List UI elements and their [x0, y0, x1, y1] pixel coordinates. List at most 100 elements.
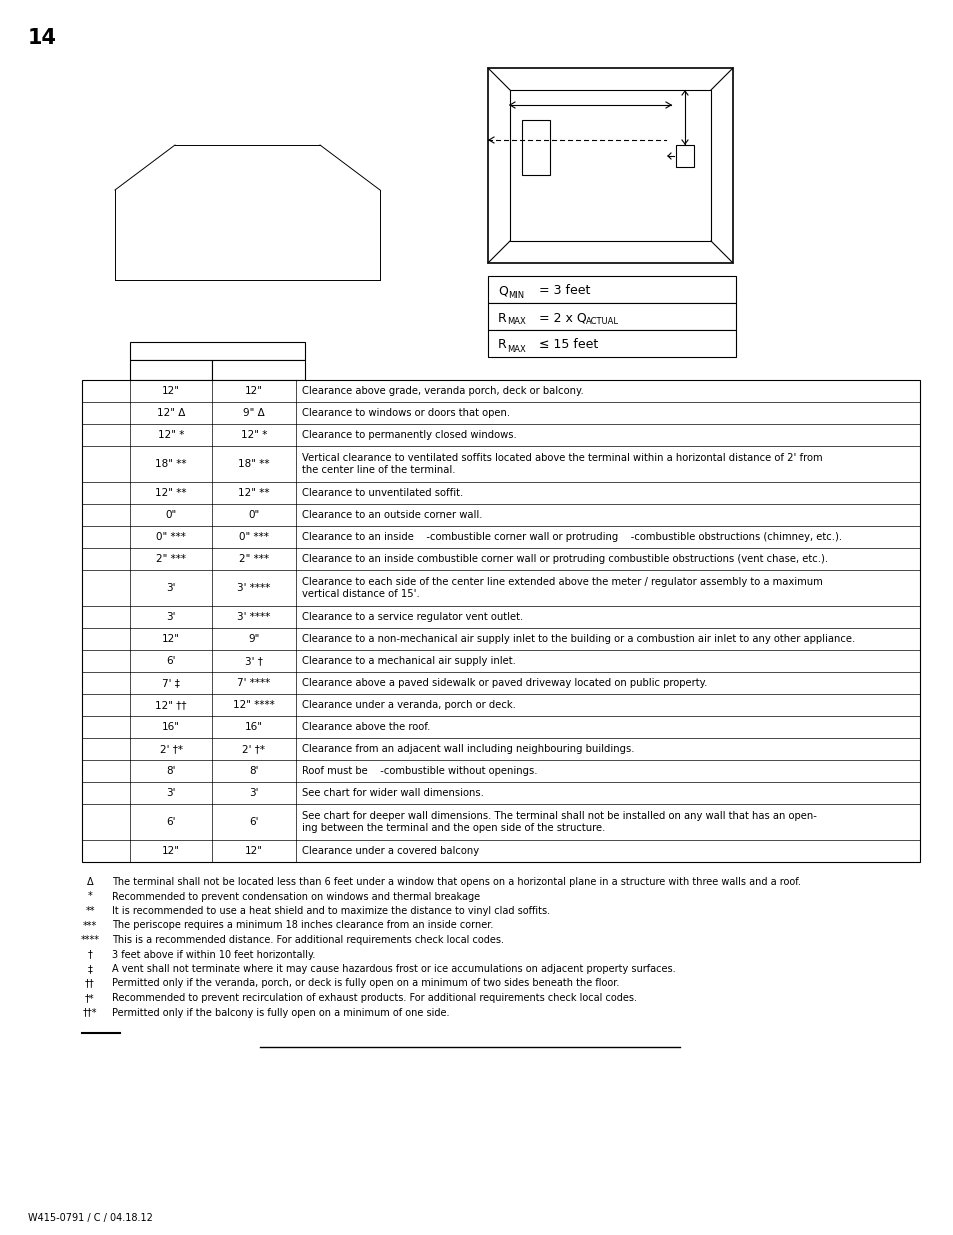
Text: Roof must be    -combustible without openings.: Roof must be -combustible without openin…	[302, 766, 537, 776]
Text: 6': 6'	[166, 818, 175, 827]
Text: 2' †*: 2' †*	[159, 743, 182, 755]
Text: Recommended to prevent recirculation of exhaust products. For additional require: Recommended to prevent recirculation of …	[112, 993, 637, 1003]
Text: 12": 12"	[162, 846, 180, 856]
Text: 16": 16"	[245, 722, 263, 732]
Text: See chart for wider wall dimensions.: See chart for wider wall dimensions.	[302, 788, 483, 798]
Text: Clearance above a paved sidewalk or paved driveway located on public property.: Clearance above a paved sidewalk or pave…	[302, 678, 706, 688]
Text: The periscope requires a minimum 18 inches clearance from an inside corner.: The periscope requires a minimum 18 inch…	[112, 920, 493, 930]
Text: 8': 8'	[166, 766, 175, 776]
Text: Clearance from an adjacent wall including neighbouring buildings.: Clearance from an adjacent wall includin…	[302, 743, 634, 755]
Text: This is a recommended distance. For additional requirements check local codes.: This is a recommended distance. For addi…	[112, 935, 503, 945]
Text: 3' ****: 3' ****	[237, 583, 271, 593]
Bar	[488, 68, 732, 263]
Text: R: R	[497, 311, 506, 325]
Text: Clearance to an inside combustible corner wall or protruding combustible obstruc: Clearance to an inside combustible corne…	[302, 555, 827, 564]
Text: Permitted only if the veranda, porch, or deck is fully open on a minimum of two : Permitted only if the veranda, porch, or…	[112, 978, 618, 988]
Text: ≤ 15 feet: ≤ 15 feet	[531, 338, 598, 352]
Text: Clearance to an inside    -combustible corner wall or protruding    -combustible: Clearance to an inside -combustible corn…	[302, 532, 841, 542]
Text: 6': 6'	[249, 818, 258, 827]
Text: 3': 3'	[166, 613, 175, 622]
Text: 12": 12"	[162, 634, 180, 643]
Text: 16": 16"	[162, 722, 180, 732]
Text: Clearance above grade, veranda porch, deck or balcony.: Clearance above grade, veranda porch, de…	[302, 387, 583, 396]
Text: †*: †*	[85, 993, 94, 1003]
Text: 7' ‡: 7' ‡	[162, 678, 180, 688]
Bar	[488, 275, 735, 303]
Bar	[510, 90, 710, 241]
Text: Q: Q	[497, 284, 507, 298]
Text: ing between the terminal and the open side of the structure.: ing between the terminal and the open si…	[302, 824, 605, 834]
Bar	[82, 380, 919, 862]
Text: 12" **: 12" **	[238, 488, 270, 498]
Text: W415-0791 / C / 04.18.12: W415-0791 / C / 04.18.12	[28, 1213, 152, 1223]
Text: = 3 feet: = 3 feet	[531, 284, 590, 298]
Text: 12" ****: 12" ****	[233, 700, 274, 710]
Bar	[521, 120, 550, 175]
Text: R: R	[497, 338, 506, 352]
Text: MIN: MIN	[507, 290, 523, 300]
Text: 18" **: 18" **	[155, 459, 187, 469]
Text: A vent shall not terminate where it may cause hazardous frost or ice accumulatio: A vent shall not terminate where it may …	[112, 965, 675, 974]
Text: 14: 14	[28, 28, 57, 48]
Bar	[130, 359, 212, 380]
Text: 18" **: 18" **	[238, 459, 270, 469]
Text: 3': 3'	[249, 788, 258, 798]
Text: ‡: ‡	[88, 965, 92, 974]
Text: MAX: MAX	[506, 317, 525, 326]
Bar	[212, 359, 305, 380]
Text: 6': 6'	[166, 656, 175, 666]
Text: See chart for deeper wall dimensions. The terminal shall not be installed on any: See chart for deeper wall dimensions. Th…	[302, 810, 816, 820]
Text: 3' †: 3' †	[245, 656, 263, 666]
Text: **: **	[85, 906, 94, 916]
Text: †: †	[88, 950, 92, 960]
Text: 0" ***: 0" ***	[239, 532, 269, 542]
Text: 3 feet above if within 10 feet horizontally.: 3 feet above if within 10 feet horizonta…	[112, 950, 315, 960]
Text: MAX: MAX	[506, 345, 525, 353]
Text: 0": 0"	[248, 510, 259, 520]
Bar	[676, 144, 693, 167]
Text: Clearance to a non-mechanical air supply inlet to the building or a combustion a: Clearance to a non-mechanical air supply…	[302, 634, 854, 643]
Text: ††: ††	[85, 978, 94, 988]
Text: 12" *: 12" *	[157, 430, 184, 440]
Text: 3': 3'	[166, 583, 175, 593]
Text: Vertical clearance to ventilated soffits located above the terminal within a hor: Vertical clearance to ventilated soffits…	[302, 452, 821, 463]
Text: 0": 0"	[165, 510, 176, 520]
Text: Clearance to permanently closed windows.: Clearance to permanently closed windows.	[302, 430, 517, 440]
Text: 3': 3'	[166, 788, 175, 798]
Text: ACTUAL: ACTUAL	[585, 317, 618, 326]
Text: Permitted only if the balcony is fully open on a minimum of one side.: Permitted only if the balcony is fully o…	[112, 1008, 449, 1018]
Text: Clearance to windows or doors that open.: Clearance to windows or doors that open.	[302, 408, 510, 417]
Text: Clearance under a covered balcony: Clearance under a covered balcony	[302, 846, 478, 856]
Text: 12" *: 12" *	[240, 430, 267, 440]
Text: *: *	[88, 892, 92, 902]
Text: 2" ***: 2" ***	[239, 555, 269, 564]
Text: 12" Δ: 12" Δ	[156, 408, 185, 417]
Text: Clearance under a veranda, porch or deck.: Clearance under a veranda, porch or deck…	[302, 700, 516, 710]
Bar	[130, 342, 305, 359]
Text: 12" ††: 12" ††	[155, 700, 187, 710]
Text: Δ: Δ	[87, 877, 93, 887]
Text: Clearance to each side of the center line extended above the meter / regulator a: Clearance to each side of the center lin…	[302, 577, 821, 587]
Text: It is recommended to use a heat shield and to maximize the distance to vinyl cla: It is recommended to use a heat shield a…	[112, 906, 550, 916]
Text: ††*: ††*	[83, 1008, 97, 1018]
Text: Clearance to a mechanical air supply inlet.: Clearance to a mechanical air supply inl…	[302, 656, 516, 666]
Text: 7' ****: 7' ****	[237, 678, 271, 688]
Text: the center line of the terminal.: the center line of the terminal.	[302, 466, 455, 475]
Text: 12": 12"	[162, 387, 180, 396]
Bar	[488, 330, 735, 357]
Text: 12": 12"	[245, 387, 263, 396]
Text: = 2 x Q: = 2 x Q	[531, 311, 586, 325]
Bar	[488, 303, 735, 330]
Text: 2' †*: 2' †*	[242, 743, 265, 755]
Text: ***: ***	[83, 920, 97, 930]
Text: 2" ***: 2" ***	[156, 555, 186, 564]
Text: 12" **: 12" **	[155, 488, 187, 498]
Text: vertical distance of 15'.: vertical distance of 15'.	[302, 589, 419, 599]
Text: 8': 8'	[249, 766, 258, 776]
Text: 0" ***: 0" ***	[156, 532, 186, 542]
Text: Clearance to a service regulator vent outlet.: Clearance to a service regulator vent ou…	[302, 613, 522, 622]
Text: 3' ****: 3' ****	[237, 613, 271, 622]
Text: 9" Δ: 9" Δ	[243, 408, 265, 417]
Text: Clearance to unventilated soffit.: Clearance to unventilated soffit.	[302, 488, 463, 498]
Text: 9": 9"	[248, 634, 259, 643]
